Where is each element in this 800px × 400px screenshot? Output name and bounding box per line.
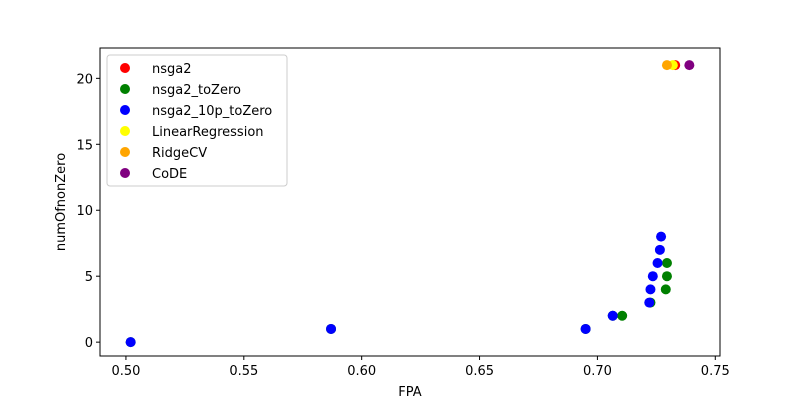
y-axis-label: numOfnonZero: [54, 153, 69, 251]
legend-marker-nsga2: [120, 63, 130, 73]
x-axis-label: FPA: [398, 385, 421, 400]
data-point-nsga2_10p_toZero-8: [654, 244, 665, 255]
legend-marker-RidgeCV: [120, 147, 130, 157]
x-tick-label: 0.50: [111, 364, 140, 379]
data-point-nsga2_10p_toZero-5: [645, 284, 656, 295]
x-tick-label: 0.75: [701, 364, 730, 379]
x-tick-label: 0.70: [583, 364, 612, 379]
x-tick-label: 0.60: [347, 364, 376, 379]
data-point-nsga2_10p_toZero-2: [580, 323, 591, 334]
x-tick-label: 0.55: [229, 364, 258, 379]
data-point-nsga2_toZero-4: [617, 310, 628, 321]
legend-marker-LinearRegression: [120, 126, 130, 136]
x-axis-ticks: 0.50 0.55 0.60 0.65 0.70 0.75: [111, 356, 730, 379]
legend-label-nsga2: nsga2: [152, 62, 192, 77]
legend-label-LinearRegression: LinearRegression: [152, 125, 264, 140]
data-point-CoDE-0: [684, 60, 695, 71]
data-points: [125, 60, 695, 348]
data-point-nsga2_10p_toZero-6: [647, 271, 658, 282]
y-tick-label: 5: [85, 270, 93, 285]
legend: nsga2 nsga2_toZero nsga2_10p_toZero LinearR…: [106, 54, 288, 187]
legend-marker-nsga2_toZero: [120, 84, 130, 94]
data-point-nsga2_toZero-8: [661, 258, 672, 269]
y-axis-ticks: 0 5 10 15 20: [76, 72, 100, 351]
legend-label-nsga2_10p_toZero: nsga2_10p_toZero: [152, 104, 272, 119]
data-point-nsga2_10p_toZero-7: [652, 258, 663, 269]
legend-label-CoDE: CoDE: [152, 167, 187, 182]
plot-frame: [99, 47, 721, 357]
legend-box: [106, 54, 288, 187]
y-tick-label: 0: [85, 336, 93, 351]
legend-label-nsga2_toZero: nsga2_toZero: [152, 83, 241, 98]
y-tick-label: 20: [76, 72, 93, 87]
data-point-nsga2_10p_toZero-4: [644, 297, 655, 308]
legend-marker-CoDE: [120, 168, 130, 178]
data-point-nsga2_toZero-6: [660, 284, 671, 295]
y-tick-label: 15: [76, 138, 93, 153]
x-tick-label: 0.65: [465, 364, 494, 379]
legend-label-RidgeCV: RidgeCV: [152, 146, 207, 161]
data-point-nsga2_10p_toZero-9: [656, 231, 667, 242]
legend-marker-nsga2_10p_toZero: [120, 105, 130, 115]
y-tick-label: 10: [76, 204, 93, 219]
data-point-nsga2_10p_toZero-1: [326, 323, 337, 334]
data-point-nsga2_10p_toZero-3: [607, 310, 618, 321]
data-point-nsga2_toZero-7: [661, 271, 672, 282]
data-point-nsga2_10p_toZero-0: [125, 337, 136, 348]
data-point-RidgeCV-0: [661, 60, 672, 71]
